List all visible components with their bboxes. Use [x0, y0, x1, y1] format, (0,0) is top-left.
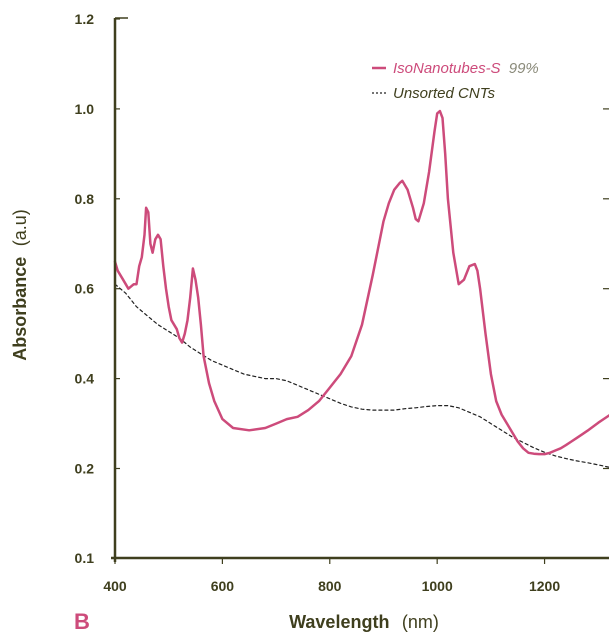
y-tick-label: 0.2 — [75, 461, 95, 477]
y-tick-label: 0.1 — [75, 550, 95, 566]
x-tick-label: 600 — [211, 578, 235, 594]
x-axis-unit: (nm) — [402, 612, 439, 632]
x-tick-label: 400 — [103, 578, 127, 594]
y-axis-unit: (a.u) — [10, 209, 30, 246]
legend: IsoNanotubes-S 99% Unsorted CNTs — [372, 60, 539, 102]
legend-name-sorted: IsoNanotubes-S — [393, 60, 501, 77]
x-axis-label: Wavelength — [289, 612, 389, 632]
legend-name-unsorted: Unsorted CNTs — [393, 85, 495, 102]
series-line-unsorted — [114, 283, 609, 468]
series-line-sorted — [113, 109, 609, 456]
y-axis-label: Absorbance — [10, 257, 30, 361]
y-tick-label: 0.4 — [75, 371, 95, 387]
legend-label-sorted: IsoNanotubes-S 99% — [393, 60, 539, 77]
y-tick-label: 1.2 — [75, 11, 95, 27]
y-tick-label: 0.6 — [75, 281, 95, 297]
axes-frame — [111, 17, 609, 562]
y-tick-label: 0.8 — [75, 191, 95, 207]
panel-label: B — [74, 609, 90, 634]
series-layer — [113, 109, 609, 468]
x-tick-label: 800 — [318, 578, 342, 594]
legend-suffix-sorted: 99% — [509, 60, 539, 77]
x-tick-label: 1000 — [422, 578, 453, 594]
x-axis-title: Wavelength (nm) — [289, 612, 439, 632]
tick-labels: 0.1 0.2 0.4 0.6 0.8 1.0 1.2 400 600 800 1000 1200 — [75, 11, 561, 594]
y-tick-label: 1.0 — [75, 101, 95, 117]
axis-ticks — [114, 18, 609, 564]
y-axis-title: Absorbance (a.u) — [10, 209, 30, 361]
x-tick-label: 1200 — [529, 578, 560, 594]
